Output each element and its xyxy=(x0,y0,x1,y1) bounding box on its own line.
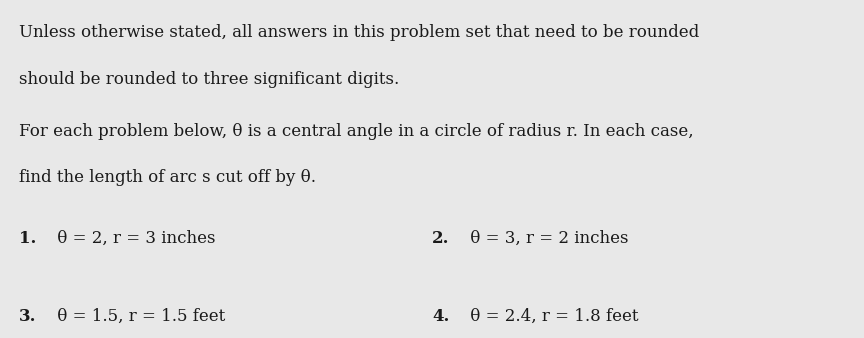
Text: θ = 2, r = 3 inches: θ = 2, r = 3 inches xyxy=(52,230,215,247)
Text: For each problem below, θ is a central angle in a circle of radius r. In each ca: For each problem below, θ is a central a… xyxy=(19,123,694,140)
Text: 2.: 2. xyxy=(432,230,449,247)
Text: θ = 3, r = 2 inches: θ = 3, r = 2 inches xyxy=(465,230,628,247)
Text: θ = 2.4, r = 1.8 feet: θ = 2.4, r = 1.8 feet xyxy=(465,308,638,324)
Text: 1.: 1. xyxy=(19,230,36,247)
Text: Unless otherwise stated, all answers in this problem set that need to be rounded: Unless otherwise stated, all answers in … xyxy=(19,24,699,41)
Text: θ = 1.5, r = 1.5 feet: θ = 1.5, r = 1.5 feet xyxy=(52,308,226,324)
Text: find the length of arc s cut off by θ.: find the length of arc s cut off by θ. xyxy=(19,169,316,186)
Text: should be rounded to three significant digits.: should be rounded to three significant d… xyxy=(19,71,399,88)
Text: 4.: 4. xyxy=(432,308,449,324)
Text: 3.: 3. xyxy=(19,308,36,324)
